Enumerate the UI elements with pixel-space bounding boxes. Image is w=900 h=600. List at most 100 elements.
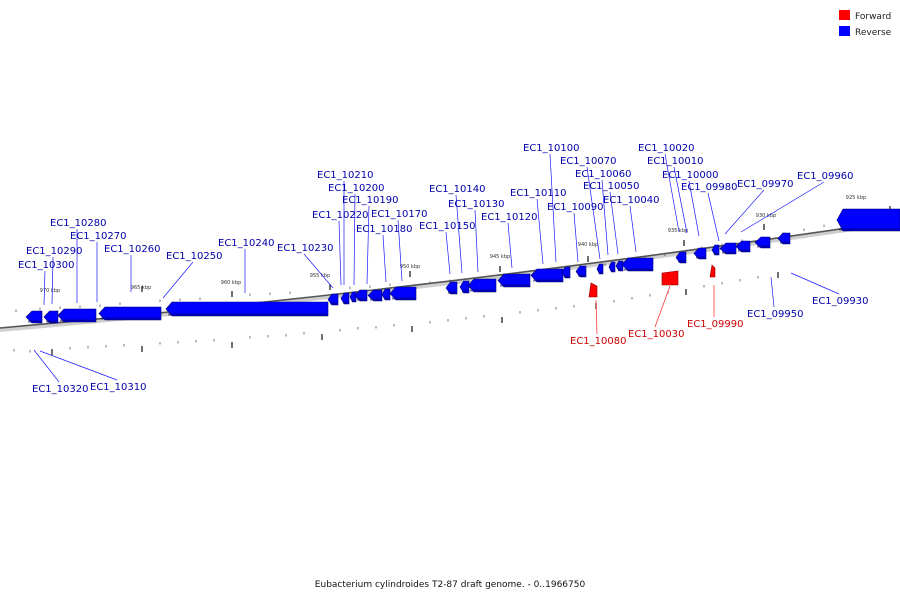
scale-label: 945 kbp <box>490 254 510 260</box>
gene-arrow-shade <box>714 252 718 255</box>
gene-label[interactable]: EC1_10240 <box>218 238 274 249</box>
gene-arrow-shade <box>60 319 95 322</box>
gene-arrow-shade <box>352 299 355 302</box>
gene-arrow-shade <box>343 301 348 304</box>
gene-label[interactable]: EC1_10320 <box>32 384 88 395</box>
gene-label[interactable]: EC1_09950 <box>747 309 803 320</box>
gene-arrow-shade <box>462 290 468 293</box>
gene-arrow-shade <box>470 289 495 292</box>
label-leader <box>455 194 463 274</box>
gene-label[interactable]: EC1_10050 <box>583 181 639 192</box>
gene-label[interactable]: EC1_10210 <box>317 170 373 181</box>
gene-arrow-shade <box>780 241 789 244</box>
gene-label[interactable]: EC1_10220 <box>312 210 368 221</box>
gene-arrow-shade <box>564 275 569 278</box>
gene-label[interactable]: EC1_10250 <box>166 251 222 262</box>
label-leader <box>724 189 765 235</box>
gene-label[interactable]: EC1_10070 <box>560 156 616 167</box>
scale-label: 935 kbp <box>668 228 688 234</box>
label-leader <box>162 261 194 299</box>
gene-label[interactable]: EC1_10190 <box>342 195 398 206</box>
gene-arrow-shade <box>500 284 529 287</box>
scale-label: 965 kbp <box>131 285 151 291</box>
gene-label[interactable]: EC1_10260 <box>104 244 160 255</box>
gene-arrow-shade <box>738 249 749 252</box>
gene-arrow-shade <box>611 269 614 272</box>
scale-label: 960 kbp <box>221 280 241 286</box>
gene-arrow-shade <box>696 256 705 259</box>
legend-forward-swatch <box>839 10 850 20</box>
gene-arrow-shade <box>370 298 381 301</box>
gene-label[interactable]: EC1_10300 <box>18 260 74 271</box>
label-leader <box>573 212 579 263</box>
scale-label: 950 kbp <box>400 264 420 270</box>
gene-label[interactable]: EC1_10230 <box>277 243 333 254</box>
gene-label[interactable]: EC1_09960 <box>797 171 853 182</box>
gene-label[interactable]: EC1_10310 <box>90 382 146 393</box>
label-leaders <box>33 153 840 383</box>
gene-arrow-shade <box>678 260 685 263</box>
label-leader <box>445 231 451 275</box>
label-leader <box>688 180 700 237</box>
gene-label[interactable]: EC1_10170 <box>371 209 427 220</box>
legend-reverse-swatch <box>839 26 850 36</box>
gene-arrow-shade <box>618 268 622 271</box>
gene-track <box>25 208 900 324</box>
label-leader <box>507 222 513 269</box>
gene-arrow-shade <box>578 274 585 277</box>
label-leader <box>549 153 557 263</box>
gene-arrow-shade <box>357 298 366 301</box>
label-leader <box>790 272 840 295</box>
gene-arrow-shade <box>46 320 57 323</box>
gene-label[interactable]: EC1_10020 <box>638 143 694 154</box>
gene-label[interactable]: EC1_10030 <box>628 329 684 340</box>
gene-label[interactable]: EC1_10040 <box>603 195 659 206</box>
gene-label[interactable]: EC1_09980 <box>681 182 737 193</box>
gene-label[interactable]: EC1_10140 <box>429 184 485 195</box>
gene-arrow[interactable] <box>836 208 900 232</box>
label-leader <box>595 299 598 335</box>
gene-label[interactable]: EC1_10150 <box>419 221 475 232</box>
legend-forward-label: Forward <box>855 12 891 22</box>
gene-label[interactable]: EC1_10120 <box>481 212 537 223</box>
gene-label[interactable]: EC1_10100 <box>523 143 579 154</box>
scale-label: 930 kbp <box>756 213 776 219</box>
gene-arrow[interactable] <box>709 264 716 278</box>
gene-arrow-shade <box>624 268 652 271</box>
gene-label[interactable]: EC1_10270 <box>70 231 126 242</box>
legend-reverse-label: Reverse <box>855 28 892 38</box>
gene-label[interactable]: EC1_09970 <box>737 179 793 190</box>
gene-arrow-shade <box>392 297 415 300</box>
gene-label[interactable]: EC1_10280 <box>50 218 106 229</box>
scale-label: 955 kbp <box>310 273 330 279</box>
label-leader <box>51 256 54 305</box>
gene-arrow-shade <box>599 271 602 274</box>
label-leader <box>629 205 637 253</box>
scale-label: 940 kbp <box>578 242 598 248</box>
gene-arrow-shade <box>757 245 769 248</box>
gene-label[interactable]: EC1_10290 <box>26 246 82 257</box>
scale-label: 925 kbp <box>846 195 866 201</box>
gene-label[interactable]: EC1_10000 <box>662 170 718 181</box>
legend: Forward Reverse <box>839 10 892 38</box>
gene-label[interactable]: EC1_09930 <box>812 296 868 307</box>
gene-arrow[interactable] <box>588 282 598 298</box>
label-leader <box>586 166 601 260</box>
gene-label[interactable]: EC1_10090 <box>547 202 603 213</box>
gene-arrow-shade <box>168 313 327 316</box>
label-leader <box>338 220 342 286</box>
gene-arrow[interactable] <box>661 270 679 286</box>
gene-label[interactable]: EC1_10060 <box>575 169 631 180</box>
gene-label[interactable]: EC1_10130 <box>448 199 504 210</box>
label-leader <box>673 166 688 234</box>
gene-label[interactable]: EC1_10080 <box>570 336 626 347</box>
gene-label[interactable]: EC1_10200 <box>328 183 384 194</box>
gene-label[interactable]: EC1_10010 <box>647 156 703 167</box>
gene-label[interactable]: EC1_10110 <box>510 188 566 199</box>
gene-label[interactable]: EC1_10180 <box>356 224 412 235</box>
gene-arrow-shade <box>448 291 456 294</box>
label-leader <box>474 209 479 273</box>
gene-label[interactable]: EC1_09990 <box>687 319 743 330</box>
label-leader <box>43 270 46 306</box>
